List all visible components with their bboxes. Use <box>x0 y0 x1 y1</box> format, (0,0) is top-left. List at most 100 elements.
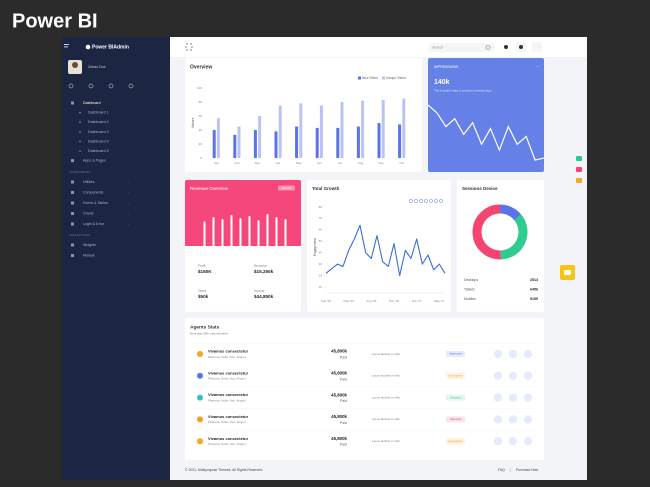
action-button[interactable] <box>493 415 503 424</box>
agent-name: Vivamus consectetur <box>208 392 249 397</box>
footer-link[interactable]: FAQ <box>498 468 505 472</box>
donut-segment <box>472 204 501 260</box>
note: Lacus facilisis in villa <box>372 352 400 356</box>
x-tick-label: Apr <box>276 161 281 165</box>
nav-item[interactable]: Login & Error <box>83 222 105 226</box>
nav-item[interactable]: Dashboard 5 <box>88 149 109 153</box>
bar <box>221 219 224 250</box>
payment-status: Paid <box>340 399 347 403</box>
note: Lacus facilisis in villa <box>372 417 400 421</box>
nav-item[interactable]: Dashboard 3 <box>88 130 109 134</box>
settings-icon[interactable] <box>532 42 542 52</box>
nav-item[interactable]: Apps & Pages <box>83 159 106 163</box>
agent-icon <box>197 438 203 445</box>
copyright: © 2021, Multipurpose Themes. All Rights … <box>185 468 263 472</box>
bar <box>315 127 319 158</box>
nav-item[interactable]: Widgets <box>83 243 96 247</box>
bar <box>258 116 262 158</box>
chevron: › <box>128 180 129 184</box>
payment-status: Paid <box>340 421 347 425</box>
bar <box>239 218 242 250</box>
agents-card <box>185 318 544 460</box>
menu-toggle[interactable] <box>64 44 69 45</box>
agent-icon <box>197 416 203 423</box>
action-button[interactable] <box>523 393 533 402</box>
nav-item[interactable]: Module <box>83 253 95 257</box>
action-button[interactable] <box>493 349 503 359</box>
nav-item[interactable]: Components <box>83 190 104 194</box>
amount: 45,800k <box>331 414 347 419</box>
y-tick-label: 0 <box>200 156 202 160</box>
bar <box>381 99 385 158</box>
bar <box>203 221 206 250</box>
y-tick-label: 10 <box>319 285 323 289</box>
agent-icon <box>197 372 203 379</box>
tool[interactable] <box>409 199 413 203</box>
action-button[interactable] <box>493 393 503 402</box>
action-button[interactable] <box>508 349 518 359</box>
bar <box>377 123 381 158</box>
nav-item[interactable]: Dashboard 1 <box>88 111 109 115</box>
action-button[interactable] <box>508 415 518 424</box>
stat-value: $150K <box>198 269 212 274</box>
action-button[interactable] <box>523 415 533 424</box>
action-button[interactable] <box>508 437 518 446</box>
impressions-card <box>428 58 544 172</box>
action-button[interactable] <box>523 371 533 380</box>
footer-link[interactable]: Purchase Now <box>516 468 539 472</box>
float-icon[interactable] <box>576 167 582 172</box>
nav-item[interactable]: Dashboard 2 <box>88 120 109 124</box>
bar <box>233 134 237 158</box>
nav-item[interactable]: Charts <box>83 211 94 215</box>
action-button[interactable] <box>523 437 533 446</box>
nav-icon <box>71 101 74 105</box>
chat-glyph <box>564 270 571 275</box>
action-button[interactable] <box>493 437 503 446</box>
stat-label: Revenue <box>254 264 267 268</box>
nav-item[interactable]: Utilities <box>83 180 95 184</box>
tool[interactable] <box>414 199 418 203</box>
legend-label: New Visitor <box>362 76 379 80</box>
nav-item[interactable]: Forms & Tables <box>83 201 108 205</box>
tool[interactable] <box>439 199 443 203</box>
tool[interactable] <box>419 199 423 203</box>
icon[interactable] <box>128 83 134 89</box>
bar <box>402 98 406 158</box>
bar <box>295 126 299 158</box>
amount: 45,800k <box>331 436 347 441</box>
bar <box>284 219 287 250</box>
tool[interactable] <box>429 199 433 203</box>
y-tick-label: 60 <box>319 228 323 232</box>
payment-status: Paid <box>340 377 347 381</box>
tool[interactable] <box>434 199 438 203</box>
nav-item[interactable]: Dashboard <box>83 101 101 105</box>
tool[interactable] <box>424 199 428 203</box>
notify-icon[interactable] <box>504 45 508 49</box>
nav-item[interactable]: Dashboard 4 <box>88 139 109 143</box>
fullscreen-icon[interactable] <box>185 43 193 51</box>
note: Lacus facilisis in villa <box>372 395 400 399</box>
legend-swatch <box>358 76 361 80</box>
bullet <box>79 111 81 114</box>
bar <box>275 217 278 250</box>
bar <box>274 131 278 158</box>
agent-name: Vivamus consectetur <box>208 349 249 354</box>
float-icon[interactable] <box>576 156 582 161</box>
icon[interactable] <box>108 83 114 89</box>
icon[interactable] <box>68 83 74 89</box>
action-button[interactable] <box>508 371 518 380</box>
bar <box>278 105 282 158</box>
legend-label: Desktops <box>464 278 478 282</box>
search-box[interactable] <box>428 43 495 52</box>
action-button[interactable] <box>523 349 533 359</box>
agent-name: Vivamus consectetur <box>208 436 249 441</box>
action-button[interactable] <box>508 393 518 402</box>
bullet <box>79 140 81 143</box>
chevron: › <box>128 190 129 194</box>
x-tick-label: May '06 <box>343 299 354 303</box>
float-icon[interactable] <box>576 178 582 183</box>
action-button[interactable] <box>493 371 503 380</box>
icon[interactable] <box>88 83 94 89</box>
x-tick-label: Aug '06 <box>366 299 376 303</box>
stat-label: Income <box>254 289 265 293</box>
